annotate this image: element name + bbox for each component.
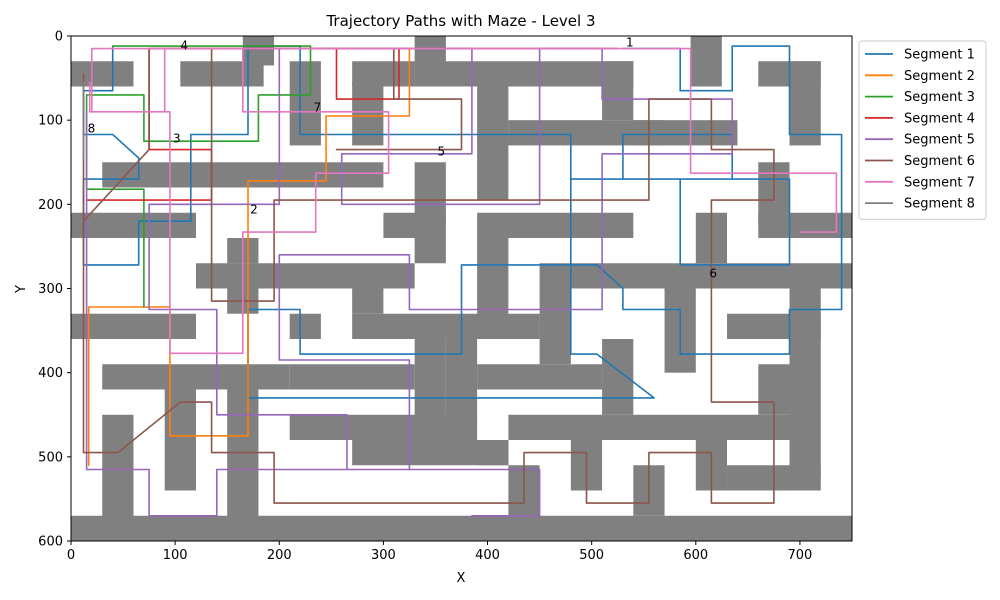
maze-wall (602, 61, 634, 121)
maze-wall (477, 82, 509, 146)
series-line-segment-6 (82, 47, 775, 504)
segment-number-label: 3 (173, 132, 181, 146)
maze-wall (414, 36, 446, 66)
maze-wall (508, 414, 790, 440)
maze-wall (477, 212, 634, 238)
series-line-segment-7 (88, 47, 838, 355)
plot-area: 1 2 3 4 5 6 7 8 (70, 35, 853, 542)
maze-walls (71, 36, 852, 541)
maze-wall (289, 313, 321, 339)
legend-label: Segment 5 (904, 133, 975, 148)
maze-wall (102, 364, 290, 390)
y-tick-label: 600 (38, 535, 63, 550)
x-tick-label: 300 (371, 548, 396, 563)
maze-wall (352, 288, 384, 314)
maze-wall (289, 61, 321, 146)
maze-wall (289, 364, 415, 390)
maze-wall (602, 339, 634, 415)
segment-number-label: 8 (88, 122, 96, 136)
x-axis-title: X (457, 571, 466, 586)
series-layer (82, 45, 843, 517)
y-tick-label: 300 (38, 282, 63, 297)
y-tick-label: 100 (38, 114, 63, 129)
legend-label: Segment 8 (904, 197, 975, 212)
maze-wall (71, 313, 196, 339)
legend-label: Segment 2 (904, 69, 975, 84)
maze-wall (352, 313, 540, 339)
x-tick-label: 400 (475, 548, 500, 563)
maze-wall (71, 61, 134, 87)
maze-wall (289, 414, 478, 440)
legend-box (858, 40, 987, 220)
segment-number-label: 2 (250, 202, 258, 216)
maze-wall (102, 162, 384, 188)
maze-wall (383, 212, 446, 238)
segment-number-label: 6 (709, 266, 717, 280)
x-tick-label: 100 (163, 548, 188, 563)
y-tick-label: 0 (55, 30, 63, 45)
legend: Segment 1 Segment 2 Segment 3 Segment 4 Segm… (858, 40, 987, 220)
maze-wall (727, 313, 821, 339)
y-tick-label: 500 (38, 450, 63, 465)
maze-wall (539, 288, 571, 365)
y-axis: 0 100 200 300 400 500 600 (38, 30, 71, 550)
maze-wall (690, 36, 722, 87)
maze-wall (414, 238, 446, 264)
series-line-segment-1 (82, 45, 843, 399)
series-line-segment-3 (85, 45, 312, 308)
segment-number-label: 4 (180, 38, 188, 52)
maze-wall (539, 263, 852, 289)
x-tick-label: 0 (67, 548, 75, 563)
segment-number-label: 1 (626, 36, 634, 50)
maze-wall (633, 120, 738, 146)
maze-wall (352, 82, 384, 146)
segment-number-label: 7 (314, 101, 322, 115)
y-axis-title: Y (14, 285, 29, 294)
legend-label: Segment 1 (904, 48, 975, 63)
segment-number-label: 5 (438, 144, 446, 158)
segment-annotations: 1 2 3 4 5 6 7 8 (88, 36, 717, 281)
y-tick-label: 400 (38, 366, 63, 381)
series-line-segment-2 (87, 47, 411, 467)
maze-wall (758, 212, 852, 238)
chart-title: Trajectory Paths with Maze - Level 3 (325, 12, 595, 30)
legend-label: Segment 4 (904, 111, 975, 126)
x-axis: 0 100 200 300 400 500 600 700 (67, 541, 812, 563)
maze-wall (71, 515, 852, 541)
x-tick-label: 500 (579, 548, 604, 563)
legend-label: Segment 3 (904, 90, 975, 105)
legend-label: Segment 7 (904, 175, 975, 190)
maze-wall (477, 137, 509, 201)
maze-wall (414, 61, 634, 87)
maze-wall (789, 61, 821, 146)
x-tick-label: 200 (267, 548, 292, 563)
x-tick-label: 700 (788, 548, 813, 563)
y-tick-label: 200 (38, 198, 63, 213)
maze-wall (71, 212, 196, 238)
x-tick-label: 600 (683, 548, 708, 563)
maze-wall (477, 440, 509, 466)
legend-label: Segment 6 (904, 154, 975, 169)
maze-wall (477, 364, 603, 390)
maze-wall (477, 238, 509, 323)
maze-wall (180, 61, 264, 87)
